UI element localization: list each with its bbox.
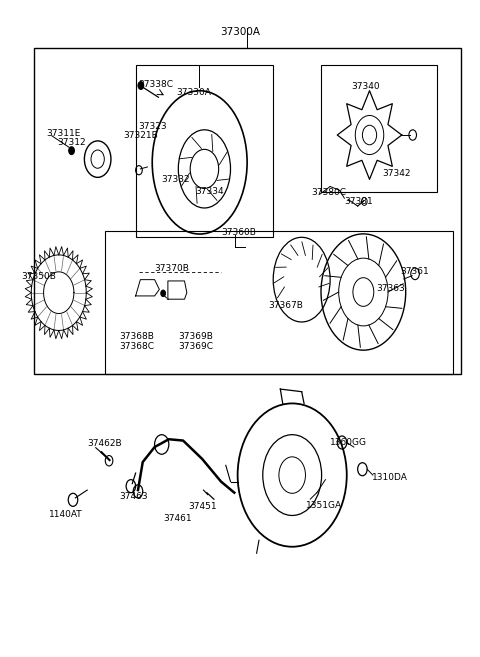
Text: 37369B: 37369B: [179, 332, 213, 342]
Text: 37368B: 37368B: [119, 332, 154, 342]
Text: 37462B: 37462B: [87, 440, 122, 448]
Text: 37332: 37332: [162, 175, 191, 185]
Text: 37338C: 37338C: [138, 79, 173, 89]
Text: 37300A: 37300A: [220, 27, 260, 37]
Text: 37340: 37340: [351, 81, 380, 91]
Text: 37334: 37334: [195, 187, 224, 196]
Text: 37342: 37342: [383, 169, 411, 178]
Text: 37461: 37461: [163, 514, 192, 523]
Text: 37312: 37312: [57, 139, 86, 147]
Text: 37463: 37463: [119, 492, 148, 501]
Text: 37367B: 37367B: [268, 301, 303, 310]
Text: 1140AT: 1140AT: [49, 510, 83, 519]
Bar: [136, 64, 273, 237]
Text: 1351GA: 1351GA: [306, 501, 343, 510]
Text: 37368C: 37368C: [119, 342, 154, 351]
Text: 37380C: 37380C: [311, 189, 346, 198]
Bar: [34, 49, 461, 374]
Text: 37321B: 37321B: [124, 131, 158, 140]
Text: 37360B: 37360B: [221, 227, 256, 237]
Text: 37311E: 37311E: [47, 129, 81, 137]
Circle shape: [161, 290, 166, 296]
Text: 37323: 37323: [138, 122, 167, 131]
Text: 37369C: 37369C: [179, 342, 213, 351]
Text: 1360GG: 1360GG: [330, 438, 367, 447]
Text: 37451: 37451: [188, 503, 216, 512]
Text: 37330A: 37330A: [176, 88, 211, 97]
Text: 37370B: 37370B: [155, 264, 190, 273]
Bar: [321, 64, 437, 192]
Bar: [105, 231, 454, 374]
Circle shape: [69, 147, 74, 154]
Text: 1310DA: 1310DA: [372, 472, 408, 482]
Text: 37381: 37381: [344, 197, 373, 206]
Circle shape: [138, 81, 144, 89]
Text: 37363: 37363: [377, 284, 406, 292]
Text: 37350B: 37350B: [21, 272, 56, 281]
Text: 37361: 37361: [400, 267, 429, 277]
